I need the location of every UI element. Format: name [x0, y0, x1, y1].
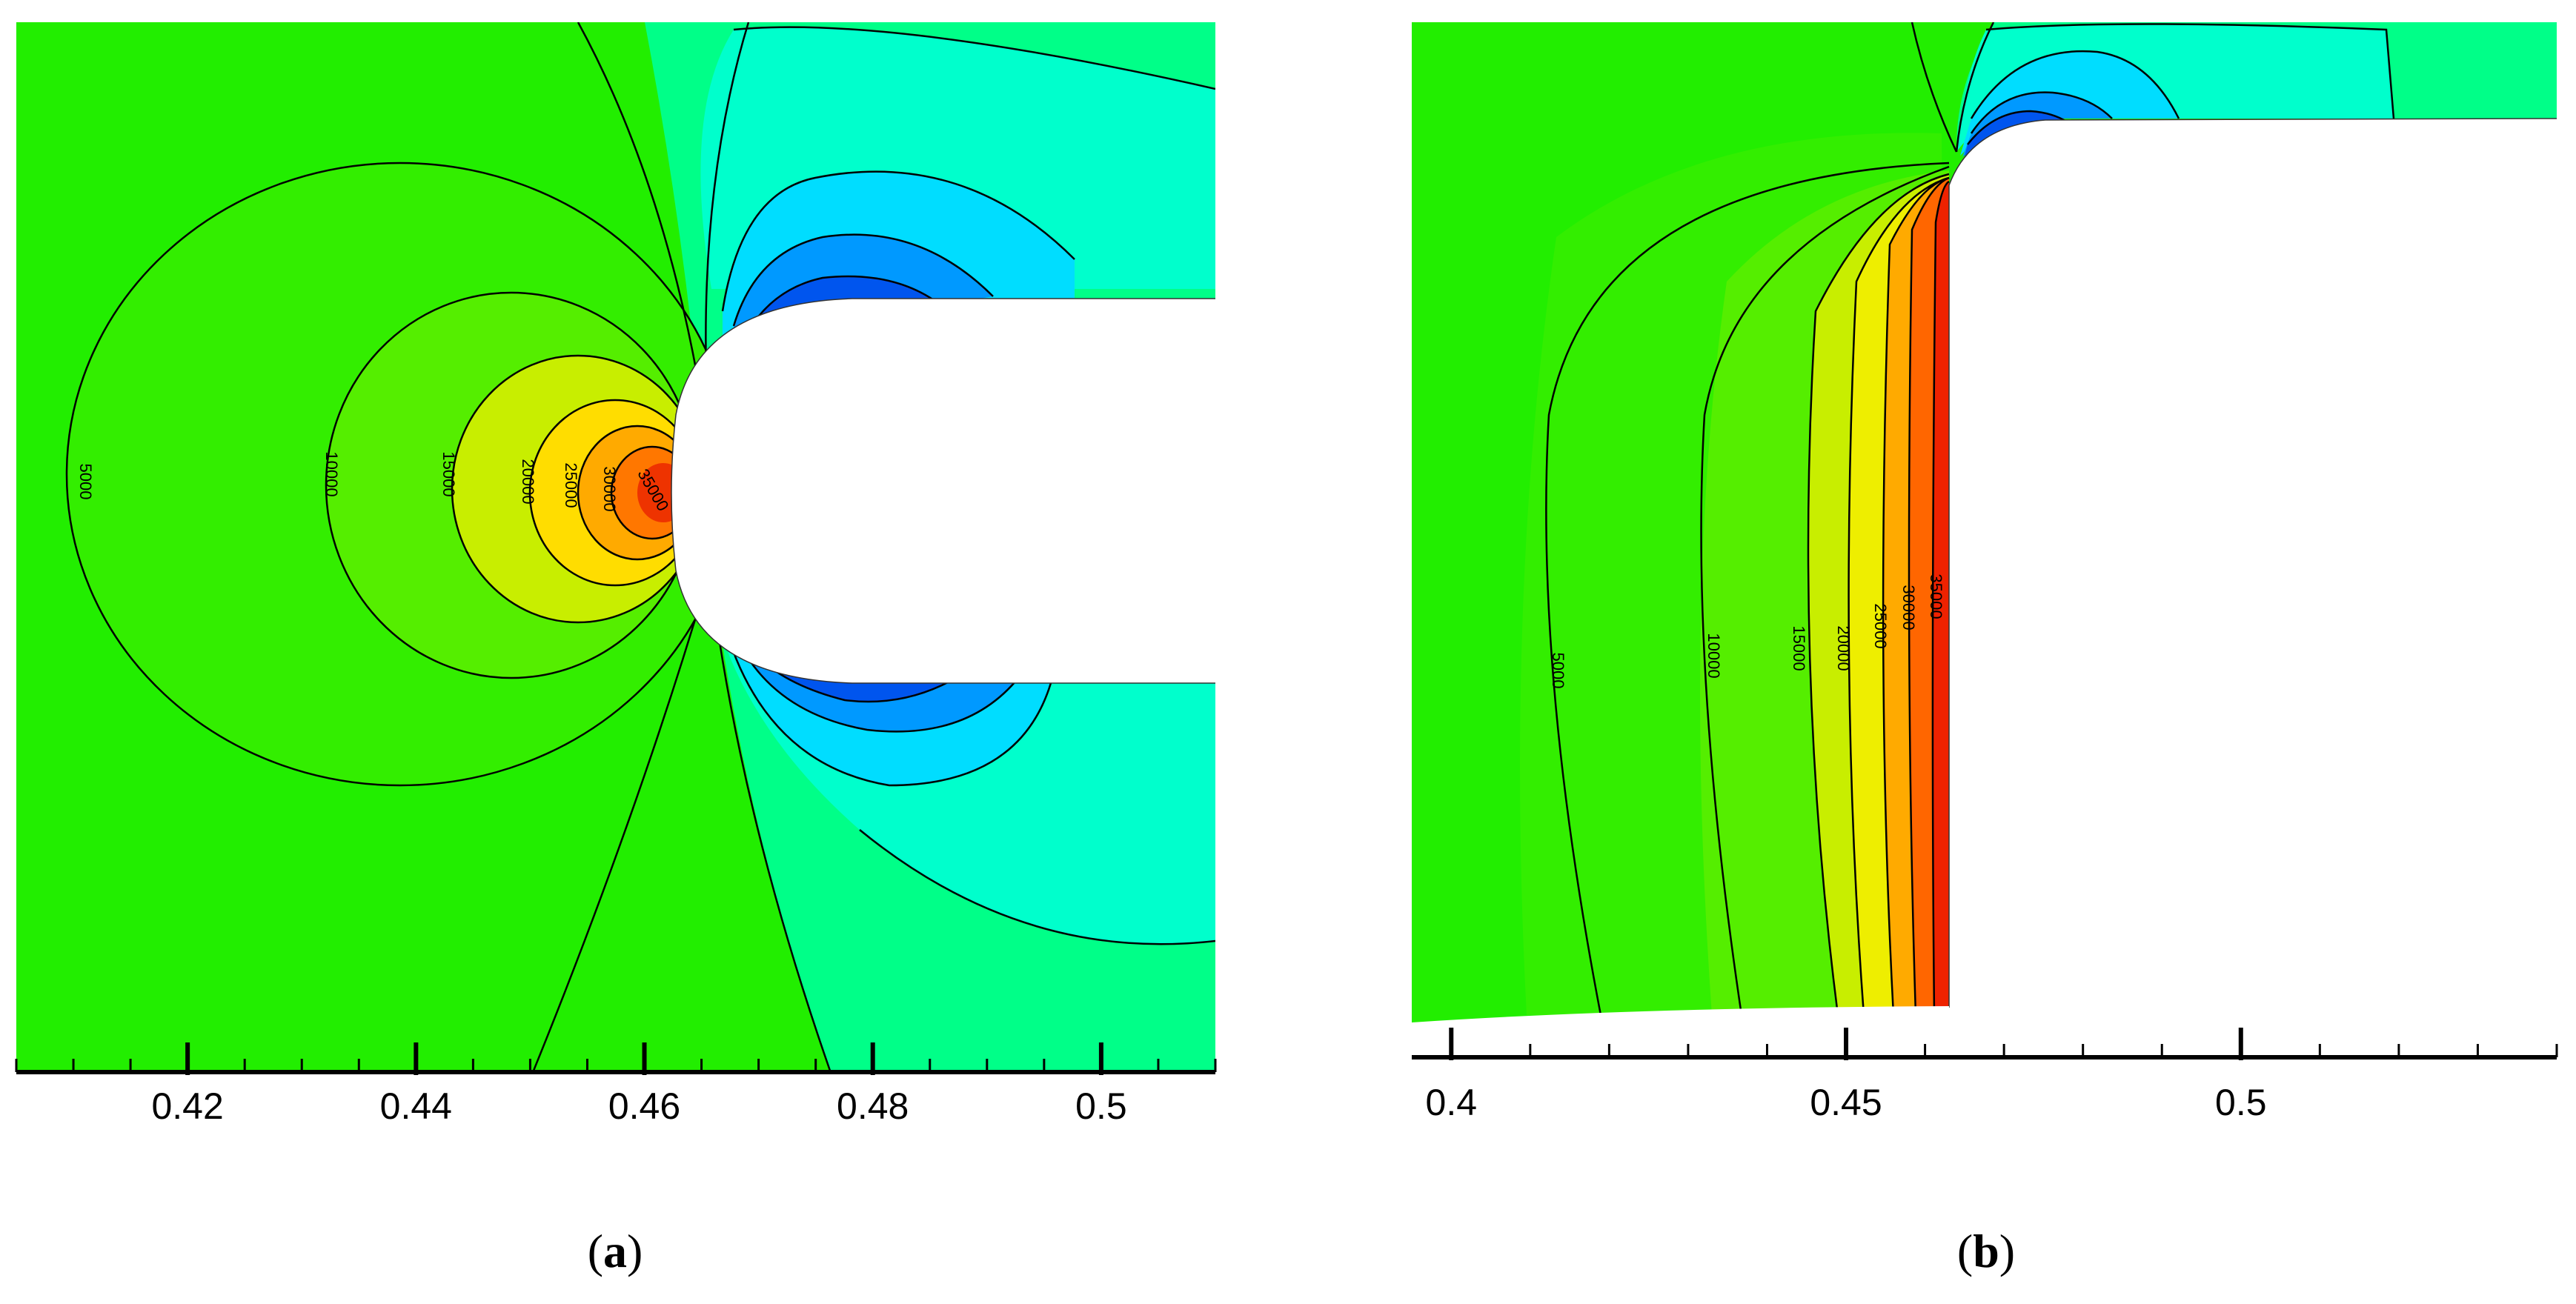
panel-b-contour-label-5000: 5000: [1549, 653, 1567, 689]
panel-b-caption-letter: b: [1973, 1225, 1999, 1277]
x-tick-label: 0.44: [380, 1085, 452, 1127]
x-tick-label: 0.45: [1810, 1082, 1882, 1123]
x-tick-label: 0.5: [1075, 1085, 1127, 1127]
panel-b-contour-label-25000: 25000: [1871, 603, 1890, 648]
panel-b-contour-label-35000: 35000: [1927, 573, 1945, 619]
panel-b-region-35000: [1932, 182, 1949, 1015]
x-tick-label: 0.4: [1426, 1082, 1478, 1123]
panel-b-region-neg5: [1964, 111, 2068, 159]
panel-b-region-neg4: [1962, 92, 2112, 157]
panel-a-contour-label-25000: 25000: [562, 462, 580, 508]
panel-a-contour-plot: 5000 10000 15000 20000 25000 30000 35000…: [15, 22, 1217, 1127]
x-tick-label: 0.48: [837, 1085, 909, 1127]
panel-a-body: [671, 299, 1215, 683]
x-tick-label: 0.46: [608, 1085, 680, 1127]
panel-b-contour-label-20000: 20000: [1834, 625, 1853, 671]
panel-a-contour-label-20000: 20000: [519, 459, 537, 504]
panel-a-caption-letter: a: [603, 1225, 627, 1277]
panel-a-contour-label-30000: 30000: [600, 466, 619, 511]
panel-b-contour-label-group: 5000 10000 15000 20000 25000 30000 35000: [1549, 573, 1945, 688]
panel-b-contour-lines: [1545, 22, 2395, 1016]
x-tick-label: 0.5: [2215, 1082, 2267, 1123]
panel-b-contour-plot: 5000 10000 15000 20000 25000 30000 35000…: [1412, 22, 2558, 1123]
panel-b-x-ticks: 0.4 0.45 0.5: [1426, 1028, 2558, 1123]
panel-b-contour-label-30000: 30000: [1899, 585, 1918, 630]
panel-a-contour-label-10000: 10000: [322, 451, 341, 496]
panel-a-contour-label-5000: 5000: [76, 464, 95, 500]
x-tick-label: 0.42: [151, 1085, 223, 1127]
panel-a-contour-lines: [65, 22, 1215, 1071]
panel-b-contour-label-15000: 15000: [1790, 625, 1808, 671]
panel-b-caption: (b): [1957, 1225, 2015, 1277]
panel-a-caption: (a): [588, 1225, 643, 1277]
panel-a-x-ticks: 0.42 0.44 0.46 0.48 0.5: [15, 1042, 1217, 1127]
panel-a-contour-label-15000: 15000: [439, 451, 458, 496]
panel-b-body: [1949, 119, 2557, 1074]
panel-b-contour-label-10000: 10000: [1704, 633, 1723, 678]
